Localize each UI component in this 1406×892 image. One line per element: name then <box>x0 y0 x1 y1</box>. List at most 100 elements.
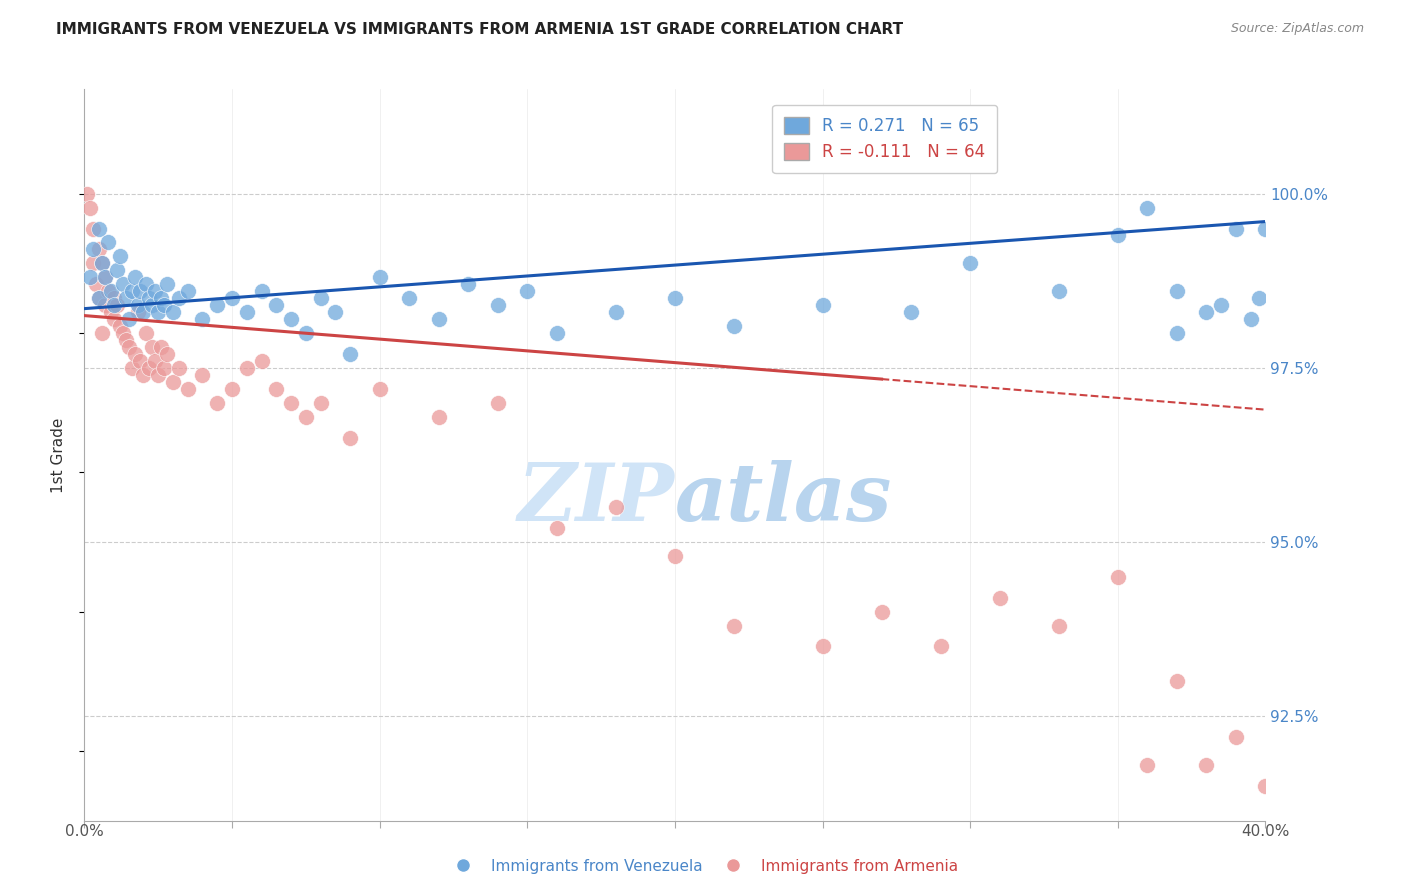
Point <box>153 360 176 375</box>
Point <box>84 277 107 292</box>
Point <box>118 340 141 354</box>
Point <box>132 368 155 382</box>
Point <box>1209 298 1232 312</box>
Text: atlas: atlas <box>675 460 893 538</box>
Point <box>167 291 190 305</box>
Point <box>368 270 391 285</box>
Point <box>89 243 111 257</box>
Point <box>664 291 686 305</box>
Point <box>111 277 134 292</box>
Point <box>121 284 143 298</box>
Point <box>959 256 981 270</box>
Point <box>295 409 318 424</box>
Point <box>723 618 745 632</box>
Point <box>143 354 166 368</box>
Point <box>103 298 125 312</box>
Point <box>124 347 146 361</box>
Point <box>82 243 104 257</box>
Point <box>103 291 125 305</box>
Point <box>143 284 166 298</box>
Point <box>486 298 509 312</box>
Point <box>398 291 420 305</box>
Point <box>177 284 200 298</box>
Point <box>105 263 128 277</box>
Point <box>250 354 273 368</box>
Point <box>129 284 152 298</box>
Point <box>516 284 538 298</box>
Point <box>486 395 509 409</box>
Point <box>100 305 122 319</box>
Point <box>323 305 347 319</box>
Point <box>114 333 136 347</box>
Point <box>264 382 288 396</box>
Point <box>114 291 136 305</box>
Point <box>605 305 627 319</box>
Point <box>236 360 259 375</box>
Point <box>1136 758 1159 772</box>
Point <box>111 326 134 340</box>
Point <box>150 291 173 305</box>
Point <box>138 360 160 375</box>
Point <box>427 312 450 326</box>
Point <box>1195 305 1218 319</box>
Point <box>191 368 214 382</box>
Point <box>89 291 111 305</box>
Point <box>82 256 104 270</box>
Point <box>250 284 273 298</box>
Point <box>148 368 170 382</box>
Point <box>153 298 176 312</box>
Text: ZIP: ZIP <box>517 460 675 538</box>
Point <box>124 270 146 285</box>
Point <box>94 298 117 312</box>
Point <box>339 430 361 444</box>
Point <box>91 256 114 270</box>
Point <box>141 298 163 312</box>
Point <box>236 305 259 319</box>
Point <box>1047 618 1070 632</box>
Text: 0.0%: 0.0% <box>65 824 104 839</box>
Point <box>97 284 120 298</box>
Point <box>108 319 131 334</box>
Point <box>94 270 117 285</box>
Point <box>79 201 101 215</box>
Point <box>89 291 111 305</box>
Point <box>1240 312 1263 326</box>
Point <box>723 319 745 334</box>
Point <box>156 277 179 292</box>
Point <box>177 382 200 396</box>
Point <box>97 235 120 250</box>
Point <box>264 298 288 312</box>
Point <box>91 256 114 270</box>
Point <box>1225 730 1247 744</box>
Point <box>103 312 125 326</box>
Point <box>191 312 214 326</box>
Point <box>339 347 361 361</box>
Point <box>811 640 834 654</box>
Point <box>108 249 131 263</box>
Point <box>546 521 568 535</box>
Point <box>1107 570 1129 584</box>
Point <box>1225 221 1247 235</box>
Point <box>162 375 184 389</box>
Point <box>205 298 228 312</box>
Point <box>132 305 155 319</box>
Point <box>546 326 568 340</box>
Point <box>1136 201 1159 215</box>
Point <box>156 347 179 361</box>
Point <box>1195 758 1218 772</box>
Point <box>150 340 173 354</box>
Y-axis label: 1st Grade: 1st Grade <box>51 417 66 492</box>
Point <box>900 305 922 319</box>
Point <box>870 605 893 619</box>
Point <box>1166 674 1188 689</box>
Point <box>309 291 332 305</box>
Point <box>1249 291 1271 305</box>
Point <box>280 395 302 409</box>
Point <box>127 298 149 312</box>
Point <box>121 360 143 375</box>
Point <box>929 640 952 654</box>
Point <box>79 270 101 285</box>
Point <box>76 186 98 201</box>
Point <box>105 298 128 312</box>
Point <box>135 277 157 292</box>
